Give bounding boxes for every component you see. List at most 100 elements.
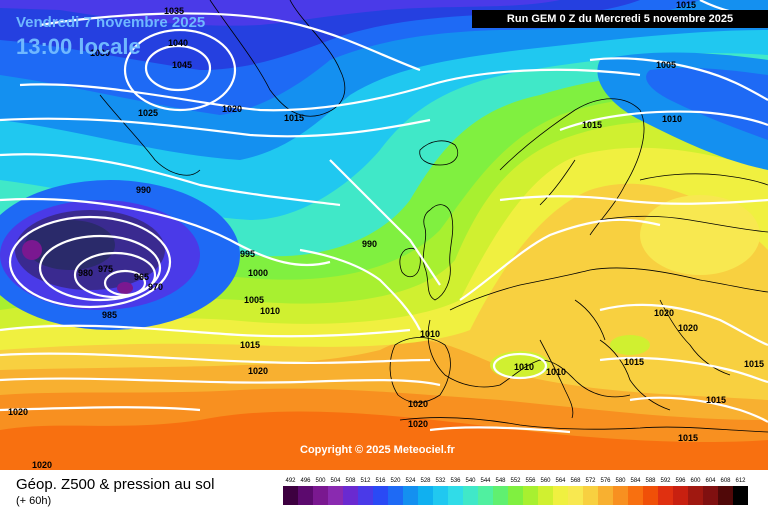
isobar-label: 1000	[248, 268, 268, 278]
isobar-label: 1015	[582, 120, 602, 130]
legend-swatch	[673, 486, 688, 505]
color-legend: 492 496 500 504 508 512 516 520 524 528 532 536 540 5…	[283, 477, 748, 505]
legend-swatch	[388, 486, 403, 505]
legend-label: 520	[390, 478, 401, 484]
isobar-label: 995	[240, 249, 255, 259]
isobar-label: 1010	[514, 362, 534, 372]
isobar-label: 1005	[244, 295, 264, 305]
legend-entry: 516	[373, 477, 388, 505]
isobar-label: 1045	[172, 60, 192, 70]
legend-entry: 536	[448, 477, 463, 505]
legend-swatch	[373, 486, 388, 505]
legend-entry: 604	[703, 477, 718, 505]
legend-entry: 556	[523, 477, 538, 505]
isobar-label: 1010	[420, 329, 440, 339]
legend-swatch	[358, 486, 373, 505]
legend-label: 584	[630, 478, 641, 484]
product-label: Géop. Z500 & pression au sol	[16, 476, 215, 493]
legend-swatch	[568, 486, 583, 505]
legend-entry: 572	[583, 477, 598, 505]
legend-label: 596	[675, 478, 686, 484]
legend-label: 500	[315, 478, 326, 484]
legend-swatch	[343, 486, 358, 505]
isobar-label: 1015	[678, 433, 698, 443]
legend-entry: 528	[418, 477, 433, 505]
legend-entry: 504	[328, 477, 343, 505]
legend-label: 524	[405, 478, 416, 484]
isobar-label: 1015	[744, 359, 764, 369]
legend-swatch	[538, 486, 553, 505]
isobar-labels: 1035 1040 1030 1045 1025 1020 1015 990 9…	[8, 6, 764, 443]
legend-entry: 584	[628, 477, 643, 505]
legend-entry: 512	[358, 477, 373, 505]
legend-entry: 612	[733, 477, 748, 505]
legend-entry: 532	[433, 477, 448, 505]
isobar-label: 1035	[164, 6, 184, 16]
isobar-label: 990	[362, 239, 377, 249]
isobar-label: 1025	[138, 108, 158, 118]
legend-swatch	[403, 486, 418, 505]
lead-time-label: (+ 60h)	[16, 495, 52, 507]
legend-entry: 568	[568, 477, 583, 505]
legend-swatch	[733, 486, 748, 505]
legend-swatch	[553, 486, 568, 505]
isobar-label: 1020	[678, 323, 698, 333]
legend-label: 496	[300, 478, 311, 484]
legend-swatch	[493, 486, 508, 505]
legend-label: 540	[465, 478, 476, 484]
isobar-label: 1015	[240, 340, 260, 350]
valid-date: Vendredi 7 novembre 2025	[16, 14, 206, 31]
legend-entry: 508	[343, 477, 358, 505]
legend-label: 536	[450, 478, 461, 484]
legend-label: 600	[690, 478, 701, 484]
isobar-label: 975	[98, 264, 113, 274]
legend-label: 560	[540, 478, 551, 484]
legend-swatch	[508, 486, 523, 505]
isobar-label: 1040	[168, 38, 188, 48]
legend-swatch	[418, 486, 433, 505]
isobar-label: 1020	[8, 407, 28, 417]
legend-swatch	[628, 486, 643, 505]
legend-label: 528	[420, 478, 431, 484]
legend-swatch	[703, 486, 718, 505]
legend-entry: 576	[598, 477, 613, 505]
legend-swatch	[478, 486, 493, 505]
legend-label: 532	[435, 478, 446, 484]
legend-swatch	[658, 486, 673, 505]
legend-label: 588	[645, 478, 656, 484]
legend-entry: 520	[388, 477, 403, 505]
legend-label: 544	[480, 478, 491, 484]
isobar-label: 965	[134, 272, 149, 282]
legend-swatch	[298, 486, 313, 505]
legend-entry: 492	[283, 477, 298, 505]
legend-label: 576	[600, 478, 611, 484]
isobar-label: 1020	[408, 419, 428, 429]
legend-swatch	[613, 486, 628, 505]
isobars	[0, 0, 768, 434]
isobar-label: 1015	[676, 0, 696, 10]
copyright: Copyright © 2025 Meteociel.fr	[300, 444, 455, 456]
coastlines	[99, 0, 768, 433]
legend-swatch	[583, 486, 598, 505]
legend-swatch	[718, 486, 733, 505]
isobar-label: 990	[136, 185, 151, 195]
isobar-label: 970	[148, 282, 163, 292]
legend-label: 552	[510, 478, 521, 484]
legend-entry: 596	[673, 477, 688, 505]
legend-label: 512	[360, 478, 371, 484]
legend-swatch	[283, 486, 298, 505]
legend-swatch	[523, 486, 538, 505]
isobar-label: 1015	[284, 113, 304, 123]
legend-entry: 600	[688, 477, 703, 505]
isobar-label: 1020	[32, 460, 52, 470]
legend-label: 548	[495, 478, 506, 484]
isobar-label: 1020	[654, 308, 674, 318]
legend-entry: 580	[613, 477, 628, 505]
footer: Géop. Z500 & pression au sol (+ 60h) 492…	[0, 470, 768, 512]
legend-swatch	[688, 486, 703, 505]
isobar-label: 1005	[656, 60, 676, 70]
isobar-label: 980	[78, 268, 93, 278]
legend-swatch	[463, 486, 478, 505]
legend-entry: 588	[643, 477, 658, 505]
legend-entry: 548	[493, 477, 508, 505]
